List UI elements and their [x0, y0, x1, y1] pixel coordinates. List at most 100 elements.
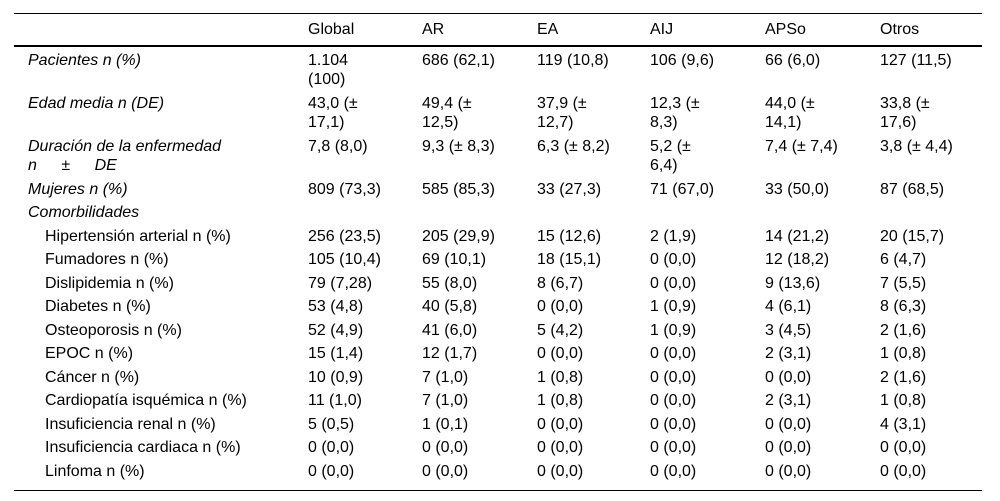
data-cell: 71 (67,0) — [650, 180, 715, 198]
data-cell: 2 (1,9) — [650, 227, 697, 245]
data-cell: 0 (0,0) — [765, 415, 812, 433]
data-cell: 33 (27,3) — [537, 180, 602, 198]
data-cell: 0 (0,0) — [650, 274, 697, 292]
data-cell: 0 (0,0) — [537, 462, 584, 480]
data-cell: 12 (1,7) — [422, 345, 478, 362]
data-cell: 106 (9,6) — [650, 51, 715, 69]
row-label: Fumadores n (%) — [45, 251, 169, 268]
table-row: Hipertensión arterial n (%) 256 (23,5) 205… — [14, 225, 982, 249]
data-cell: 5 (0,5) — [308, 415, 355, 433]
data-cell: 12 (18,2) — [765, 251, 830, 268]
row-label: Cáncer n (%) — [45, 368, 140, 386]
data-cell — [765, 201, 880, 225]
data-cell: 79 (7,28) — [308, 274, 373, 292]
row-label-line1: Duración de la enfermedad — [28, 137, 222, 155]
table-row: Cáncer n (%) 10 (0,9) 7 (1,0) 1 (0,8) 0 (0,0… — [14, 366, 982, 390]
data-cell: 105 (10,4) — [308, 251, 381, 268]
data-cell: 0 (0,0) — [537, 415, 584, 433]
data-cell: 33 (50,0) — [765, 180, 830, 198]
data-cell: 809 (73,3) — [308, 180, 381, 198]
data-cell: 4 (3,1) — [880, 415, 927, 433]
data-cell: 5 (4,2) — [537, 321, 584, 339]
table-row: Edad media n (DE) 43,0 (± 17,1) 49,4 (± 12… — [14, 92, 982, 135]
data-cell: 1.104 (100) — [308, 51, 349, 89]
table-row: Linfoma n (%) 0 (0,0) 0 (0,0) 0 (0,0) 0 (0,0… — [14, 460, 982, 491]
data-cell: 1 (0,9) — [650, 298, 697, 315]
data-cell: 7,8 (8,0) — [308, 137, 368, 155]
cohort-characteristics-table: Global AR EA AIJ APSo Otros Pacientes n … — [14, 13, 982, 491]
data-cell — [650, 201, 765, 225]
data-cell: 0 (0,0) — [650, 462, 697, 480]
data-cell: 87 (68,5) — [880, 180, 945, 198]
data-cell: 69 (10,1) — [422, 251, 487, 268]
data-cell: 55 (8,0) — [422, 274, 478, 292]
header-cell-apso: APSo — [765, 13, 880, 47]
data-cell: 10 (0,9) — [308, 368, 364, 386]
data-cell: 1 (0,1) — [422, 415, 469, 433]
row-label: Insuficiencia cardiaca n (%) — [45, 439, 241, 456]
header-cell-ar: AR — [422, 13, 537, 47]
data-cell — [308, 201, 422, 225]
data-cell: 18 (15,1) — [537, 251, 602, 268]
data-cell: 37,9 (± 12,7) — [537, 94, 587, 132]
data-cell: 2 (3,1) — [765, 345, 812, 362]
data-cell: 2 (1,6) — [880, 321, 927, 339]
data-cell: 44,0 (± 14,1) — [765, 94, 815, 132]
row-label: Mujeres n (%) — [28, 180, 128, 198]
data-cell: 7,4 (± 7,4) — [765, 137, 838, 155]
data-cell: 8 (6,7) — [537, 274, 584, 292]
data-cell: 1 (0,8) — [880, 392, 927, 409]
data-cell: 0 (0,0) — [422, 439, 469, 456]
data-cell: 3,8 (± 4,4) — [880, 137, 953, 155]
data-cell: 0 (0,0) — [765, 368, 812, 386]
data-cell: 1 (0,9) — [650, 321, 697, 339]
header-cell-otros: Otros — [880, 13, 982, 47]
row-label: Edad media n (DE) — [28, 94, 165, 112]
table-row: Duración de la enfermedad n ± DE 7,8 (8,0)… — [14, 135, 982, 178]
data-cell: 12,3 (± 8,3) — [650, 94, 700, 132]
data-cell: 1 (0,8) — [537, 392, 584, 409]
data-cell: 66 (6,0) — [765, 51, 821, 69]
data-cell: 52 (4,9) — [308, 321, 364, 339]
table-row: Cardiopatía isquémica n (%) 11 (1,0) 7 (1,… — [14, 389, 982, 413]
row-label-line2: n ± DE — [28, 157, 117, 174]
header-cell-global: Global — [308, 13, 422, 47]
data-cell: 14 (21,2) — [765, 227, 830, 245]
data-cell: 0 (0,0) — [765, 439, 812, 456]
data-cell: 585 (85,3) — [422, 180, 495, 198]
row-label: Dislipidemia n (%) — [45, 274, 174, 292]
data-cell: 11 (1,0) — [308, 392, 362, 409]
row-label: Cardiopatía isquémica n (%) — [45, 392, 247, 409]
table-row: Dislipidemia n (%) 79 (7,28) 55 (8,0) 8 (6,… — [14, 272, 982, 296]
data-cell: 15 (12,6) — [537, 227, 602, 245]
data-cell: 686 (62,1) — [422, 51, 495, 69]
row-label: Pacientes n (%) — [28, 51, 141, 69]
data-cell: 9 (13,6) — [765, 274, 821, 292]
data-cell: 0 (0,0) — [880, 462, 927, 480]
data-cell: 49,4 (± 12,5) — [422, 94, 472, 132]
header-cell-aij: AIJ — [650, 13, 765, 47]
data-cell: 0 (0,0) — [537, 439, 584, 456]
data-cell: 0 (0,0) — [650, 345, 697, 362]
table-body: Pacientes n (%) 1.104 (100) 686 (62,1) 119 … — [14, 46, 982, 491]
data-cell: 40 (5,8) — [422, 298, 478, 315]
header-cell-ea: EA — [537, 13, 650, 47]
row-label: Osteoporosis n (%) — [45, 321, 182, 339]
row-label: Hipertensión arterial n (%) — [45, 227, 231, 245]
header-row: Global AR EA AIJ APSo Otros — [14, 13, 982, 47]
data-cell: 43,0 (± 17,1) — [308, 94, 358, 132]
data-cell: 3 (4,5) — [765, 321, 812, 339]
table-row: Pacientes n (%) 1.104 (100) 686 (62,1) 119 … — [14, 46, 982, 92]
row-label: Duración de la enfermedad n ± DE — [14, 135, 308, 178]
data-cell: 33,8 (± 17,6) — [880, 94, 930, 132]
data-cell: 205 (29,9) — [422, 227, 495, 245]
data-cell: 0 (0,0) — [650, 392, 697, 409]
table-row: EPOC n (%) 15 (1,4) 12 (1,7) 0 (0,0) 0 (0,0)… — [14, 342, 982, 366]
data-cell: 256 (23,5) — [308, 227, 381, 245]
table-row: Fumadores n (%) 105 (10,4) 69 (10,1) 18 (15… — [14, 248, 982, 272]
data-cell — [422, 201, 537, 225]
data-cell: 15 (1,4) — [308, 345, 364, 362]
data-cell: 6 (4,7) — [880, 251, 927, 268]
data-cell: 1 (0,8) — [880, 345, 927, 362]
data-cell: 0 (0,0) — [765, 462, 812, 480]
